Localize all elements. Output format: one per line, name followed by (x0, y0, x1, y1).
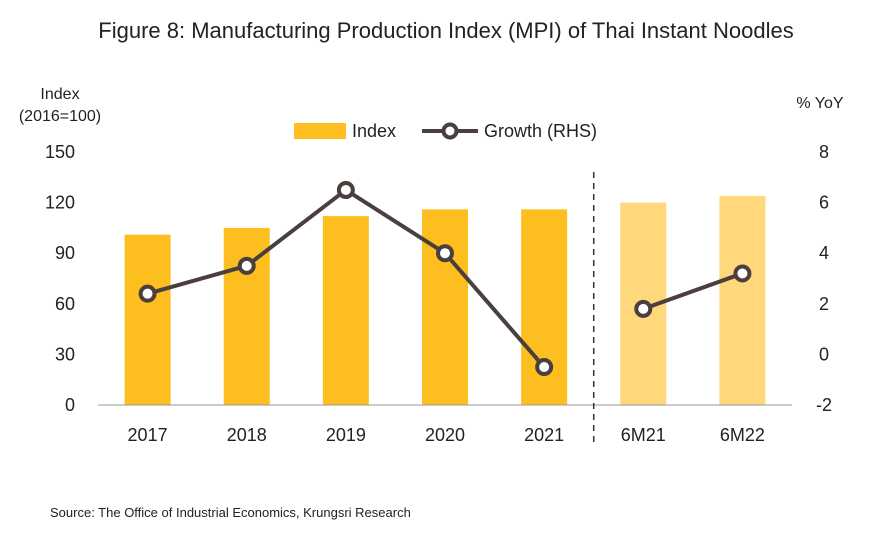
category-label: 2021 (524, 425, 564, 445)
bar-2019 (322, 216, 369, 405)
axes (98, 172, 792, 445)
legend-growth-label: Growth (RHS) (484, 121, 597, 141)
legend-index-swatch (294, 123, 346, 139)
left-axis-ticks: 0 30 60 90 120 150 (45, 142, 75, 415)
left-axis-title-line2: (2016=100) (19, 108, 101, 125)
left-axis-title-line1: Index (40, 86, 79, 103)
right-tick-label: 2 (819, 294, 829, 314)
growth-point-2019 (336, 180, 355, 199)
left-tick-label: 120 (45, 193, 75, 213)
category-labels: 2017 2018 2019 2020 2021 6M21 6M22 (128, 425, 765, 445)
growth-point-2021 (535, 358, 554, 377)
category-label: 2019 (326, 425, 366, 445)
right-tick-label: 6 (819, 193, 829, 213)
right-tick-label: 0 (819, 344, 829, 364)
growth-line-segment-1 (642, 271, 744, 311)
category-label: 6M21 (621, 425, 666, 445)
bar-2017 (124, 234, 171, 405)
category-label: 6M22 (720, 425, 765, 445)
legend-index-label: Index (352, 121, 396, 141)
growth-line-series (138, 180, 752, 377)
growth-point-2018 (237, 256, 256, 275)
left-tick-label: 0 (65, 395, 75, 415)
right-tick-label: 4 (819, 243, 829, 263)
category-label: 2020 (425, 425, 465, 445)
bar-6M22 (719, 195, 766, 405)
growth-point-2017 (138, 284, 157, 303)
right-axis-ticks: -2 0 2 4 6 8 (816, 142, 832, 415)
growth-point-2020 (436, 244, 454, 263)
left-tick-label: 90 (55, 243, 75, 263)
right-tick-label: -2 (816, 395, 832, 415)
right-tick-label: 8 (819, 142, 829, 162)
left-tick-label: 60 (55, 294, 75, 314)
category-label: 2017 (128, 425, 168, 445)
left-tick-label: 30 (55, 344, 75, 364)
legend: Index Growth (RHS) (294, 121, 597, 141)
category-label: 2018 (227, 425, 267, 445)
legend-growth-marker (441, 122, 459, 140)
bar-2020 (422, 209, 468, 405)
source-note: Source: The Office of Industrial Economi… (50, 505, 411, 520)
chart-title: Figure 8: Manufacturing Production Index… (98, 18, 793, 43)
growth-point-6M22 (733, 264, 752, 283)
growth-point-6M21 (634, 299, 653, 318)
left-tick-label: 150 (45, 142, 75, 162)
right-axis-title: % YoY (796, 95, 843, 112)
